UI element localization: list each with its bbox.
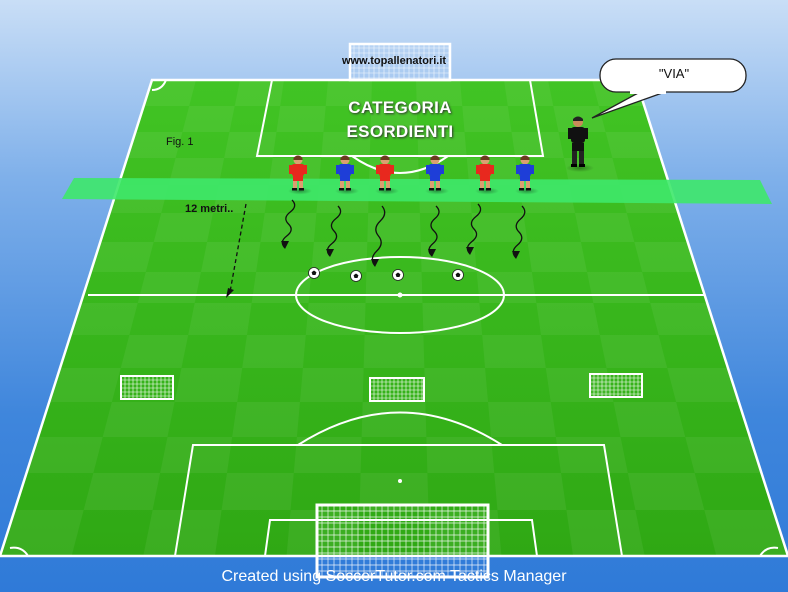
ball	[350, 270, 362, 282]
run-arrow	[428, 205, 440, 257]
player-red-2	[375, 155, 399, 195]
player-blue-2	[425, 155, 449, 195]
mini-goal	[120, 375, 174, 400]
ball	[308, 267, 320, 279]
bottom-goal	[315, 503, 490, 579]
speech-bubble	[591, 58, 747, 119]
watermark-url: www.topallenatori.it	[341, 55, 447, 67]
drill-title: CATEGORIA ESORDIENTI	[300, 96, 500, 144]
top-goal	[348, 42, 452, 82]
player-blue-1	[335, 155, 359, 195]
footer-credit: Created using SoccerTutor.com Tactics Ma…	[221, 568, 567, 585]
start-line-band	[62, 178, 772, 204]
mini-goal	[369, 377, 425, 402]
distance-arrow	[226, 203, 247, 298]
pitch-surface	[0, 80, 788, 556]
mini-goal	[589, 373, 643, 398]
distance-label: 12 metri..	[185, 203, 234, 215]
run-arrow	[326, 205, 342, 257]
run-arrow	[371, 205, 386, 267]
ball	[392, 269, 404, 281]
figure-label: Fig. 1	[166, 136, 194, 148]
ball	[452, 269, 464, 281]
run-arrow	[466, 203, 482, 255]
player-blue-3	[515, 155, 539, 195]
run-arrow	[281, 199, 296, 249]
center-spot	[397, 292, 403, 298]
player-red-1	[288, 155, 312, 195]
pitch-lines	[0, 78, 788, 558]
player-red-3	[475, 155, 499, 195]
speech-bubble-text: "VIA"	[658, 66, 690, 81]
penalty-spot	[398, 479, 402, 483]
title-line-2: ESORDIENTI	[346, 122, 454, 141]
run-arrow	[512, 205, 526, 259]
title-line-1: CATEGORIA	[348, 98, 452, 117]
referee	[566, 116, 594, 172]
